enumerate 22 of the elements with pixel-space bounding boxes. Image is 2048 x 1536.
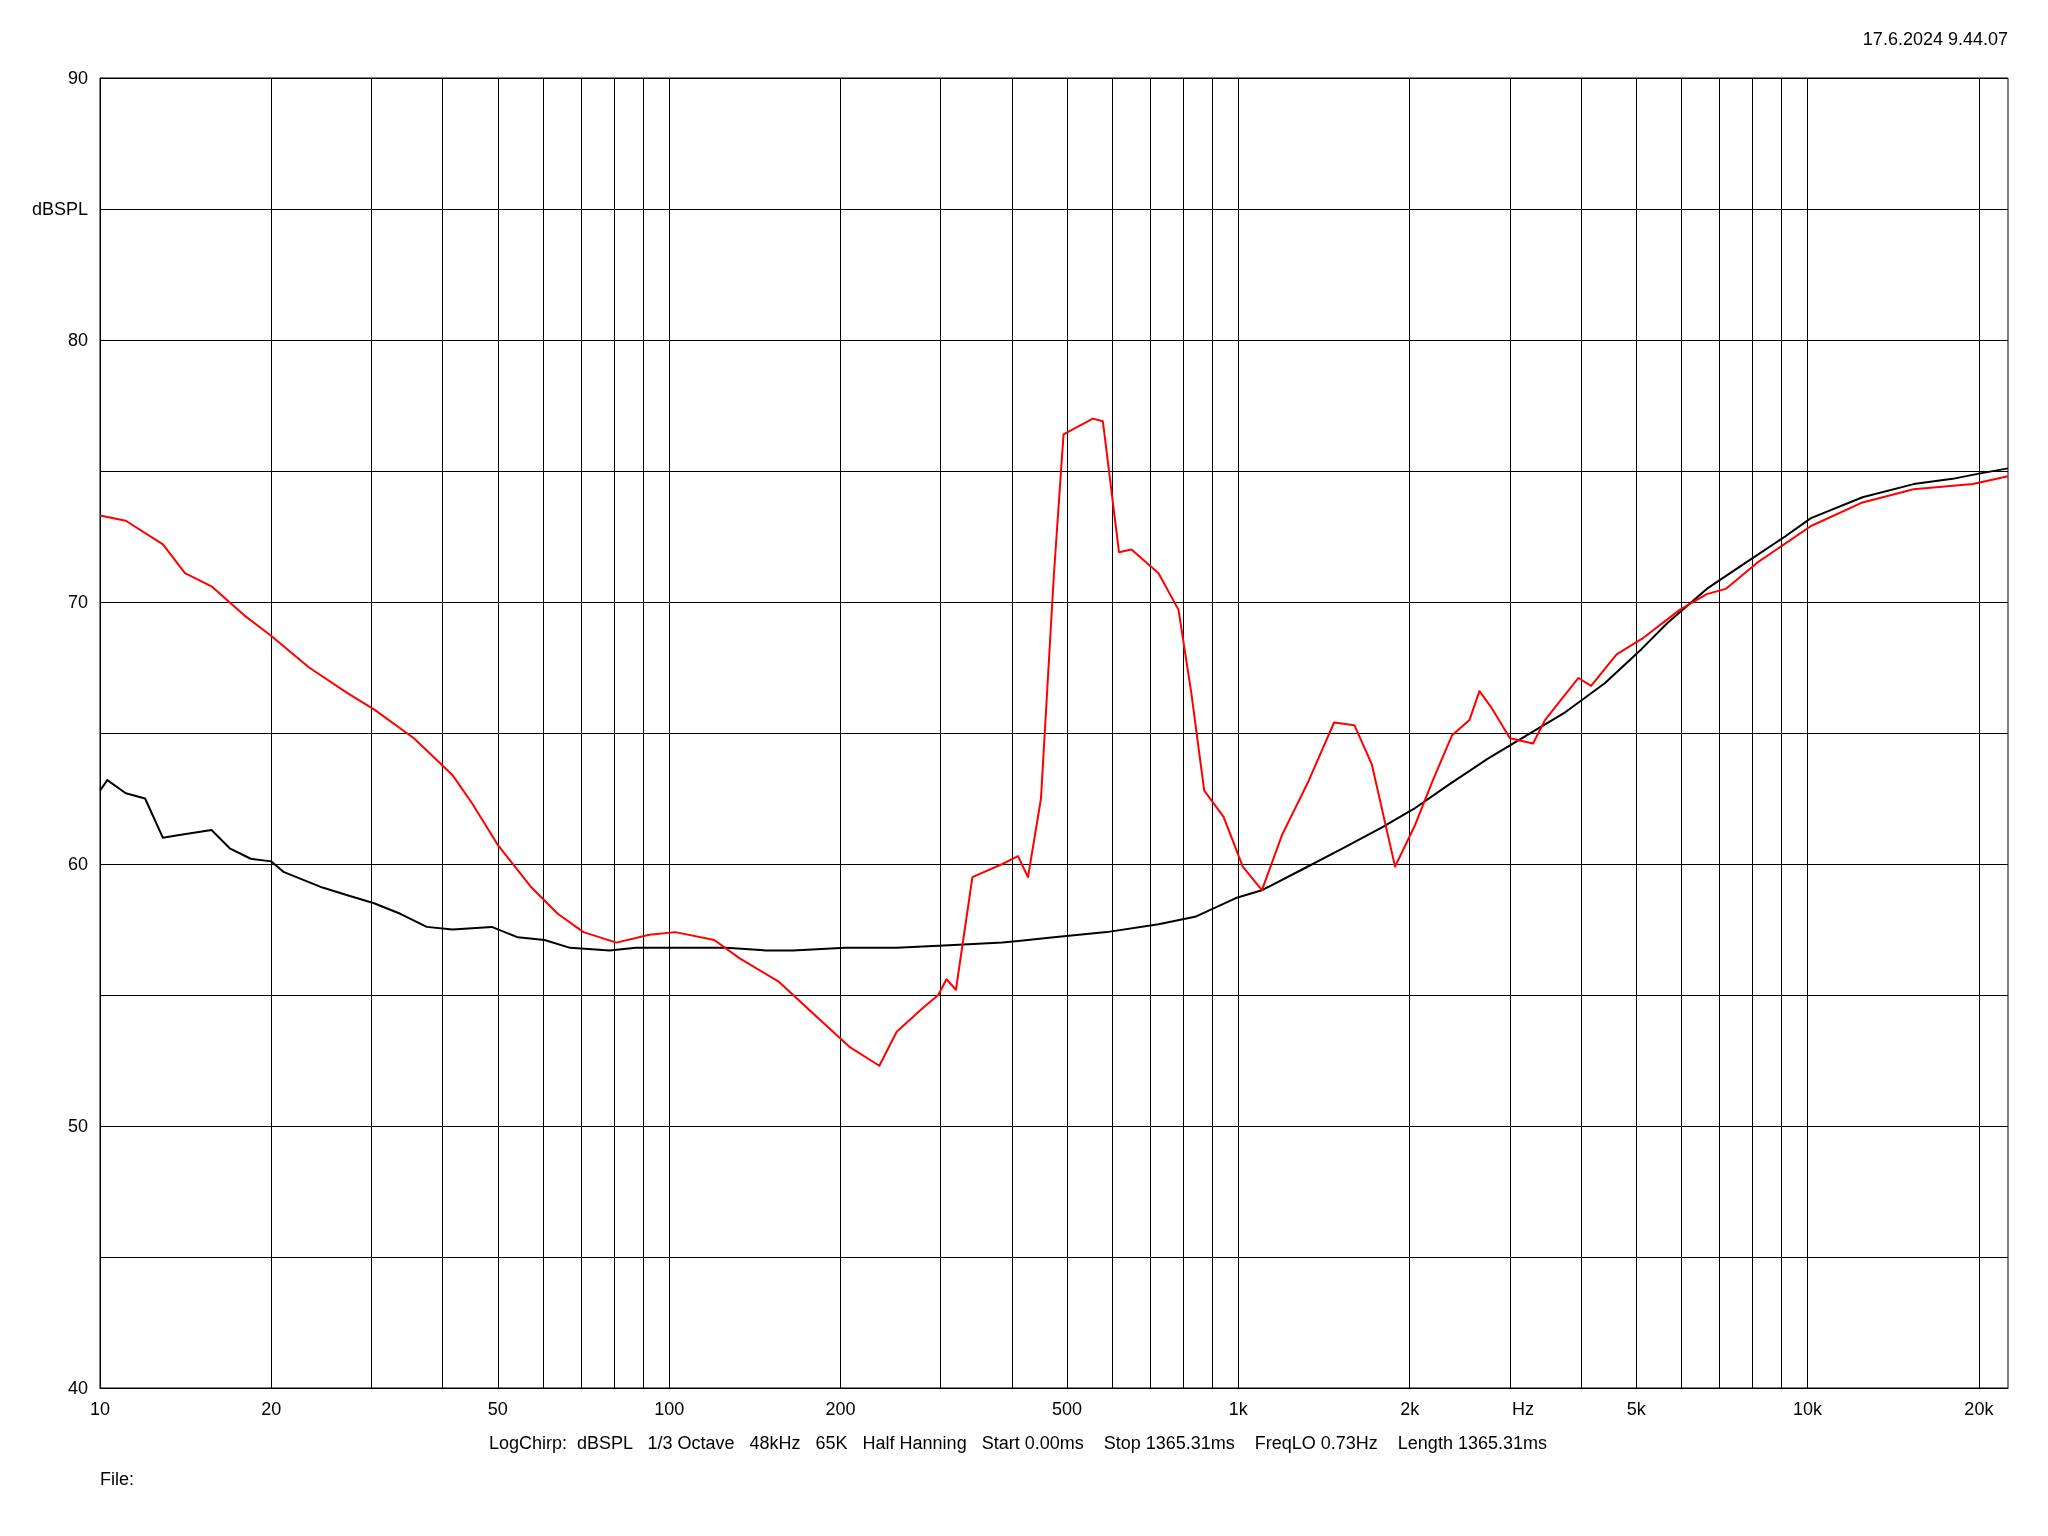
y-tick-label: 50 bbox=[67, 1116, 88, 1136]
x-tick-label: 100 bbox=[654, 1399, 685, 1419]
text: LogChirp: dBSPL 1/3 Octave 48kHz 65K Half Hanning Start 0.00ms Stop 1365.31ms FreqLO 0.73Hz Length 1365.31ms bbox=[489, 1433, 1547, 1453]
y-tick-label: 90 bbox=[67, 68, 88, 88]
x-tick-label: 10k bbox=[1793, 1399, 1824, 1419]
y-tick-label: 40 bbox=[67, 1378, 88, 1398]
x-tick-label: 5k bbox=[1626, 1399, 1647, 1419]
text: 17.6.2024 9.44.07 bbox=[1862, 29, 2008, 49]
x-tick-label: 200 bbox=[825, 1399, 856, 1419]
x-tick-label: 1k bbox=[1228, 1399, 1249, 1419]
x-tick-label: 20k bbox=[1964, 1399, 1995, 1419]
x-tick-label: 20 bbox=[261, 1399, 282, 1419]
y-axis-title: dBSPL bbox=[31, 199, 88, 219]
y-tick-label: 70 bbox=[67, 592, 88, 612]
y-tick-label: 80 bbox=[67, 330, 88, 350]
x-tick-label: 10 bbox=[89, 1399, 111, 1419]
y-tick-label: 60 bbox=[67, 854, 88, 874]
text: File: bbox=[100, 1469, 135, 1489]
x-tick-label: 50 bbox=[487, 1399, 508, 1419]
x-tick-label: 500 bbox=[1052, 1399, 1083, 1419]
x-axis-title: Hz bbox=[1511, 1399, 1534, 1419]
x-tick-label: 2k bbox=[1400, 1399, 1421, 1419]
